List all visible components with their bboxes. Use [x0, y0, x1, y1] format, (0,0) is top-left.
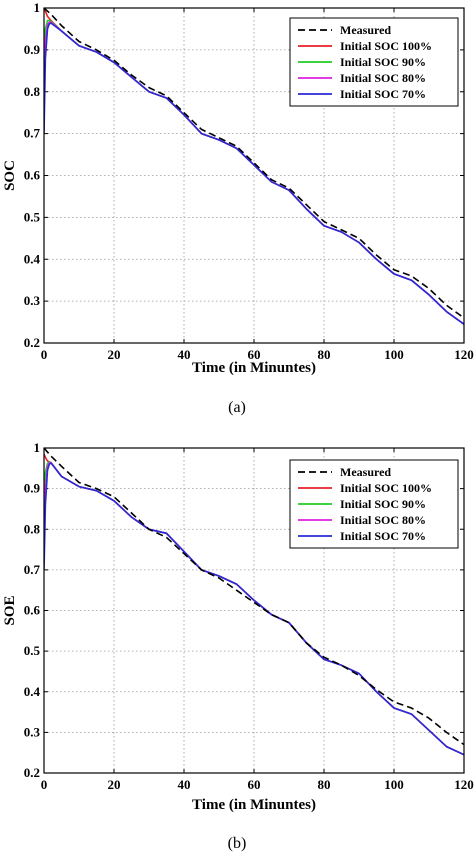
- x-tick-label: 120: [454, 347, 474, 362]
- ticks: 0 20 40 60 80 100 120 0.2 0.3 0.4 0.5 0.6 0.7 0.8 0.9 1: [24, 0, 474, 362]
- axes-frame: [43, 447, 465, 774]
- ticks: 0 20 40 60 80 100 120 0.2 0.3 0.4 0.5 0.6 0.7 0.8 0.9 1: [24, 440, 474, 792]
- legend-label-4: Initial SOC 70%: [340, 87, 426, 101]
- panel-caption: (b): [228, 835, 247, 852]
- y-tick-label: 0.6: [24, 168, 41, 183]
- legend-label-0: Measured: [340, 23, 391, 37]
- series-line-4: [44, 22, 464, 325]
- y-tick-label: 0.3: [24, 293, 41, 308]
- x-tick-label: 120: [454, 777, 474, 792]
- legend-label-2: Initial SOC 90%: [340, 55, 426, 69]
- x-tick-label: 100: [384, 777, 404, 792]
- y-tick-label: 0.4: [24, 684, 41, 699]
- y-tick-label: 0.4: [24, 251, 41, 266]
- legend-label-3: Initial SOC 80%: [340, 71, 426, 85]
- legend-label-4: Initial SOC 70%: [340, 529, 426, 543]
- x-tick-label: 20: [108, 777, 121, 792]
- series-line-0: [44, 448, 464, 746]
- x-tick-label: 0: [41, 347, 48, 362]
- legend-label-1: Initial SOC 100%: [340, 481, 432, 495]
- series-group: [44, 8, 464, 325]
- y-tick-label: 0.8: [24, 521, 41, 536]
- x-tick-label: 80: [318, 347, 331, 362]
- y-tick-label: 0.5: [24, 209, 41, 224]
- y-tick-label: 0.3: [24, 724, 41, 739]
- x-axis-label: Time (in Minuntes): [192, 797, 316, 813]
- legend: Measured Initial SOC 100% Initial SOC 90% I…: [289, 17, 459, 107]
- x-tick-label: 20: [108, 347, 121, 362]
- panel-caption: (a): [228, 399, 246, 416]
- x-tick-label: 80: [318, 777, 331, 792]
- x-tick-label: 100: [384, 347, 404, 362]
- y-tick-label: 0.6: [24, 603, 41, 618]
- y-tick-label: 0.9: [24, 481, 41, 496]
- chart-panel-b: 0 20 40 60 80 100 120 0.2 0.3 0.4 0.5 0.6 0.7 0.8 0.9 1…: [2, 440, 474, 852]
- y-tick-label: 0.7: [24, 562, 41, 577]
- x-tick-label: 0: [41, 777, 48, 792]
- x-tick-label: 40: [178, 347, 191, 362]
- y-tick-label: 1: [34, 440, 41, 455]
- y-axis-label: SOE: [2, 595, 18, 625]
- series-line-0: [44, 8, 464, 319]
- y-tick-label: 1: [34, 0, 41, 15]
- y-tick-label: 0.9: [24, 42, 41, 57]
- series-line-4: [44, 462, 464, 756]
- x-tick-label: 40: [178, 777, 191, 792]
- legend-label-3: Initial SOC 80%: [340, 513, 426, 527]
- axes-frame: [43, 7, 465, 344]
- y-tick-label: 0.7: [24, 126, 41, 141]
- legend-label-0: Measured: [340, 465, 391, 479]
- x-tick-label: 60: [248, 347, 261, 362]
- y-axis-label: SOC: [2, 160, 18, 191]
- y-tick-label: 0.2: [24, 765, 40, 780]
- chart-panel-a: 0 20 40 60 80 100 120 0.2 0.3 0.4 0.5 0.6 0.7 0.8 0.9 1…: [2, 0, 474, 416]
- y-tick-label: 0.2: [24, 335, 40, 350]
- y-tick-label: 0.8: [24, 84, 41, 99]
- legend: Measured Initial SOC 100% Initial SOC 90% I…: [289, 459, 459, 549]
- x-tick-label: 60: [248, 777, 261, 792]
- x-axis-label: Time (in Minuntes): [192, 360, 316, 376]
- y-tick-label: 0.5: [24, 643, 41, 658]
- legend-label-1: Initial SOC 100%: [340, 39, 432, 53]
- series-group: [44, 448, 464, 756]
- legend-label-2: Initial SOC 90%: [340, 497, 426, 511]
